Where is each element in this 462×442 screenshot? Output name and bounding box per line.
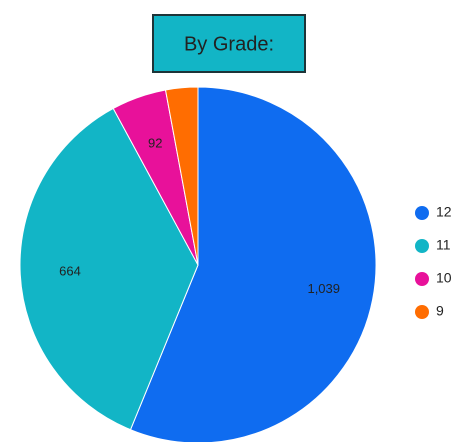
chart-title: By Grade: — [184, 33, 274, 55]
data-label: 92 — [148, 136, 162, 151]
pie-slice — [164, 86, 199, 266]
legend-label: 10 — [436, 270, 452, 286]
data-label: 1,039 — [307, 281, 340, 296]
legend-label: 11 — [436, 237, 451, 253]
title-box — [152, 14, 306, 73]
pie-slice — [19, 107, 199, 431]
legend-swatch — [415, 206, 429, 220]
legend-swatch — [415, 272, 429, 286]
legend-swatch — [415, 305, 429, 319]
legend-label: 9 — [436, 303, 444, 319]
legend-swatch — [415, 239, 429, 253]
data-label: 664 — [59, 263, 81, 278]
legend-label: 12 — [436, 204, 452, 220]
